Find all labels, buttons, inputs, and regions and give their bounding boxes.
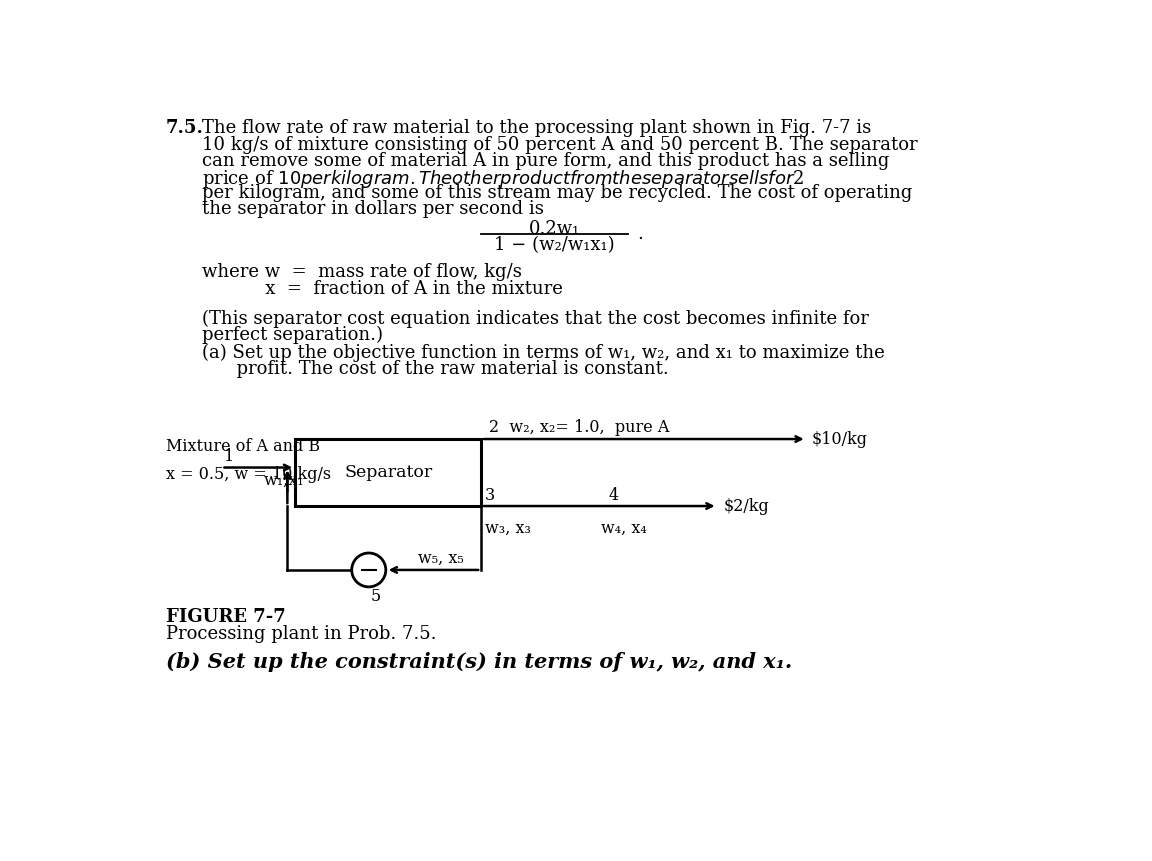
Text: 7.5.: 7.5. — [166, 120, 204, 138]
Text: Processing plant in Prob. 7.5.: Processing plant in Prob. 7.5. — [166, 624, 437, 642]
Text: x = 0.5, w = 10 kg/s: x = 0.5, w = 10 kg/s — [166, 466, 331, 483]
Text: Mixture of A and B: Mixture of A and B — [166, 438, 320, 455]
Circle shape — [351, 553, 386, 587]
Text: profit. The cost of the raw material is constant.: profit. The cost of the raw material is … — [202, 360, 669, 378]
Text: w₅, x₅: w₅, x₅ — [417, 550, 463, 567]
Text: 3: 3 — [485, 487, 495, 505]
Text: (b) Set up the constraint(s) in terms of w₁, w₂, and x₁.: (b) Set up the constraint(s) in terms of… — [166, 653, 791, 672]
Bar — [295, 439, 482, 506]
Text: where w  =  mass rate of flow, kg/s: where w = mass rate of flow, kg/s — [202, 263, 522, 282]
Text: $2/kg: $2/kg — [723, 498, 770, 515]
Text: $10/kg: $10/kg — [812, 430, 869, 448]
Text: w₁,x₁: w₁,x₁ — [264, 471, 305, 488]
Text: price of $10 per kilogram. The other product from the separator sells for $2: price of $10 per kilogram. The other pro… — [202, 168, 804, 190]
Text: 1 − (w₂/w₁x₁): 1 − (w₂/w₁x₁) — [494, 236, 615, 254]
Text: 2  w₂, x₂= 1.0,  pure A: 2 w₂, x₂= 1.0, pure A — [488, 419, 669, 436]
Text: The flow rate of raw material to the processing plant shown in Fig. 7-7 is: The flow rate of raw material to the pro… — [202, 120, 871, 138]
Text: w₄, x₄: w₄, x₄ — [601, 520, 647, 537]
Text: 0.2w₁: 0.2w₁ — [529, 220, 581, 238]
Text: 4: 4 — [609, 487, 619, 505]
Text: 1: 1 — [223, 449, 234, 465]
Text: .: . — [638, 226, 644, 243]
Text: w₃, x₃: w₃, x₃ — [485, 520, 531, 537]
Text: x  =  fraction of A in the mixture: x = fraction of A in the mixture — [202, 280, 563, 298]
Text: Separator: Separator — [344, 464, 432, 481]
Text: 5: 5 — [370, 588, 380, 605]
Text: can remove some of material A in pure form, and this product has a selling: can remove some of material A in pure fo… — [202, 152, 889, 170]
Text: per kilogram, and some of this stream may be recycled. The cost of operating: per kilogram, and some of this stream ma… — [202, 184, 912, 202]
Text: 10 kg/s of mixture consisting of 50 percent A and 50 percent B. The separator: 10 kg/s of mixture consisting of 50 perc… — [202, 136, 918, 153]
Text: perfect separation.): perfect separation.) — [202, 325, 384, 344]
Text: (This separator cost equation indicates that the cost becomes infinite for: (This separator cost equation indicates … — [202, 310, 869, 328]
Text: the separator in dollars per second is: the separator in dollars per second is — [202, 201, 544, 219]
Text: FIGURE 7-7: FIGURE 7-7 — [166, 609, 286, 627]
Text: (a) Set up the objective function in terms of w₁, w₂, and x₁ to maximize the: (a) Set up the objective function in ter… — [202, 344, 885, 362]
